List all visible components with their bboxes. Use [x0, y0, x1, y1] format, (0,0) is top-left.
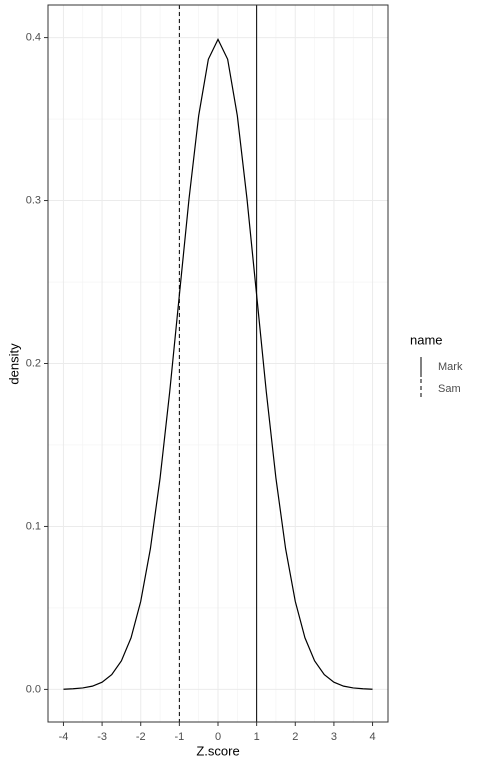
y-tick-label: 0.3 [26, 194, 41, 206]
y-tick-label: 0.1 [26, 520, 41, 532]
x-tick-label: -2 [136, 731, 146, 743]
x-tick-label: 2 [292, 731, 298, 743]
y-tick-label: 0.2 [26, 357, 41, 369]
x-tick-label: -1 [174, 731, 184, 743]
y-tick-label: 0.4 [26, 31, 41, 43]
x-tick-label: -4 [59, 731, 69, 743]
x-axis-title: Z.score [196, 743, 239, 758]
x-tick-label: 0 [215, 731, 221, 743]
density-line [63, 38, 373, 690]
x-tick-label: 1 [254, 731, 260, 743]
x-tick-label: -3 [97, 731, 107, 743]
y-tick-label: 0.0 [26, 683, 41, 695]
y-axis-title: density [6, 343, 21, 385]
x-tick-label: 4 [369, 731, 375, 743]
legend-label: Sam [438, 383, 461, 395]
x-tick-label: 3 [331, 731, 337, 743]
legend-label: Mark [438, 361, 463, 373]
panel-border [47, 4, 389, 723]
legend-title: name [410, 332, 443, 347]
